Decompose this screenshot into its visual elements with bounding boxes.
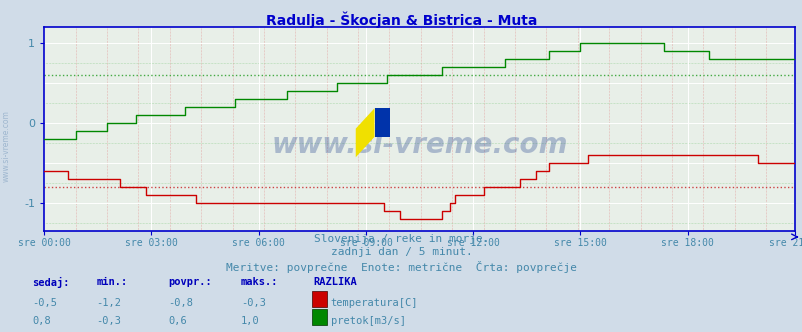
Text: www.si-vreme.com: www.si-vreme.com <box>2 110 11 182</box>
Text: Radulja - Škocjan & Bistrica - Muta: Radulja - Škocjan & Bistrica - Muta <box>265 12 537 28</box>
Text: -0,3: -0,3 <box>96 316 121 326</box>
Text: -0,8: -0,8 <box>168 298 193 308</box>
Text: 0,6: 0,6 <box>168 316 187 326</box>
Text: -0,3: -0,3 <box>241 298 265 308</box>
Polygon shape <box>355 108 374 157</box>
Text: pretok[m3/s]: pretok[m3/s] <box>330 316 405 326</box>
Text: 0,8: 0,8 <box>32 316 51 326</box>
Text: povpr.:: povpr.: <box>168 277 212 287</box>
Polygon shape <box>374 108 389 137</box>
Text: maks.:: maks.: <box>241 277 278 287</box>
Text: temperatura[C]: temperatura[C] <box>330 298 418 308</box>
Text: Meritve: povprečne  Enote: metrične  Črta: povprečje: Meritve: povprečne Enote: metrične Črta:… <box>225 261 577 273</box>
Text: min.:: min.: <box>96 277 128 287</box>
Text: zadnji dan / 5 minut.: zadnji dan / 5 minut. <box>330 247 472 257</box>
Text: 1,0: 1,0 <box>241 316 259 326</box>
Text: -0,5: -0,5 <box>32 298 57 308</box>
Text: RAZLIKA: RAZLIKA <box>313 277 356 287</box>
Text: www.si-vreme.com: www.si-vreme.com <box>271 131 567 159</box>
Text: -1,2: -1,2 <box>96 298 121 308</box>
Text: Slovenija / reke in morje.: Slovenija / reke in morje. <box>314 234 488 244</box>
Text: sedaj:: sedaj: <box>32 277 70 288</box>
